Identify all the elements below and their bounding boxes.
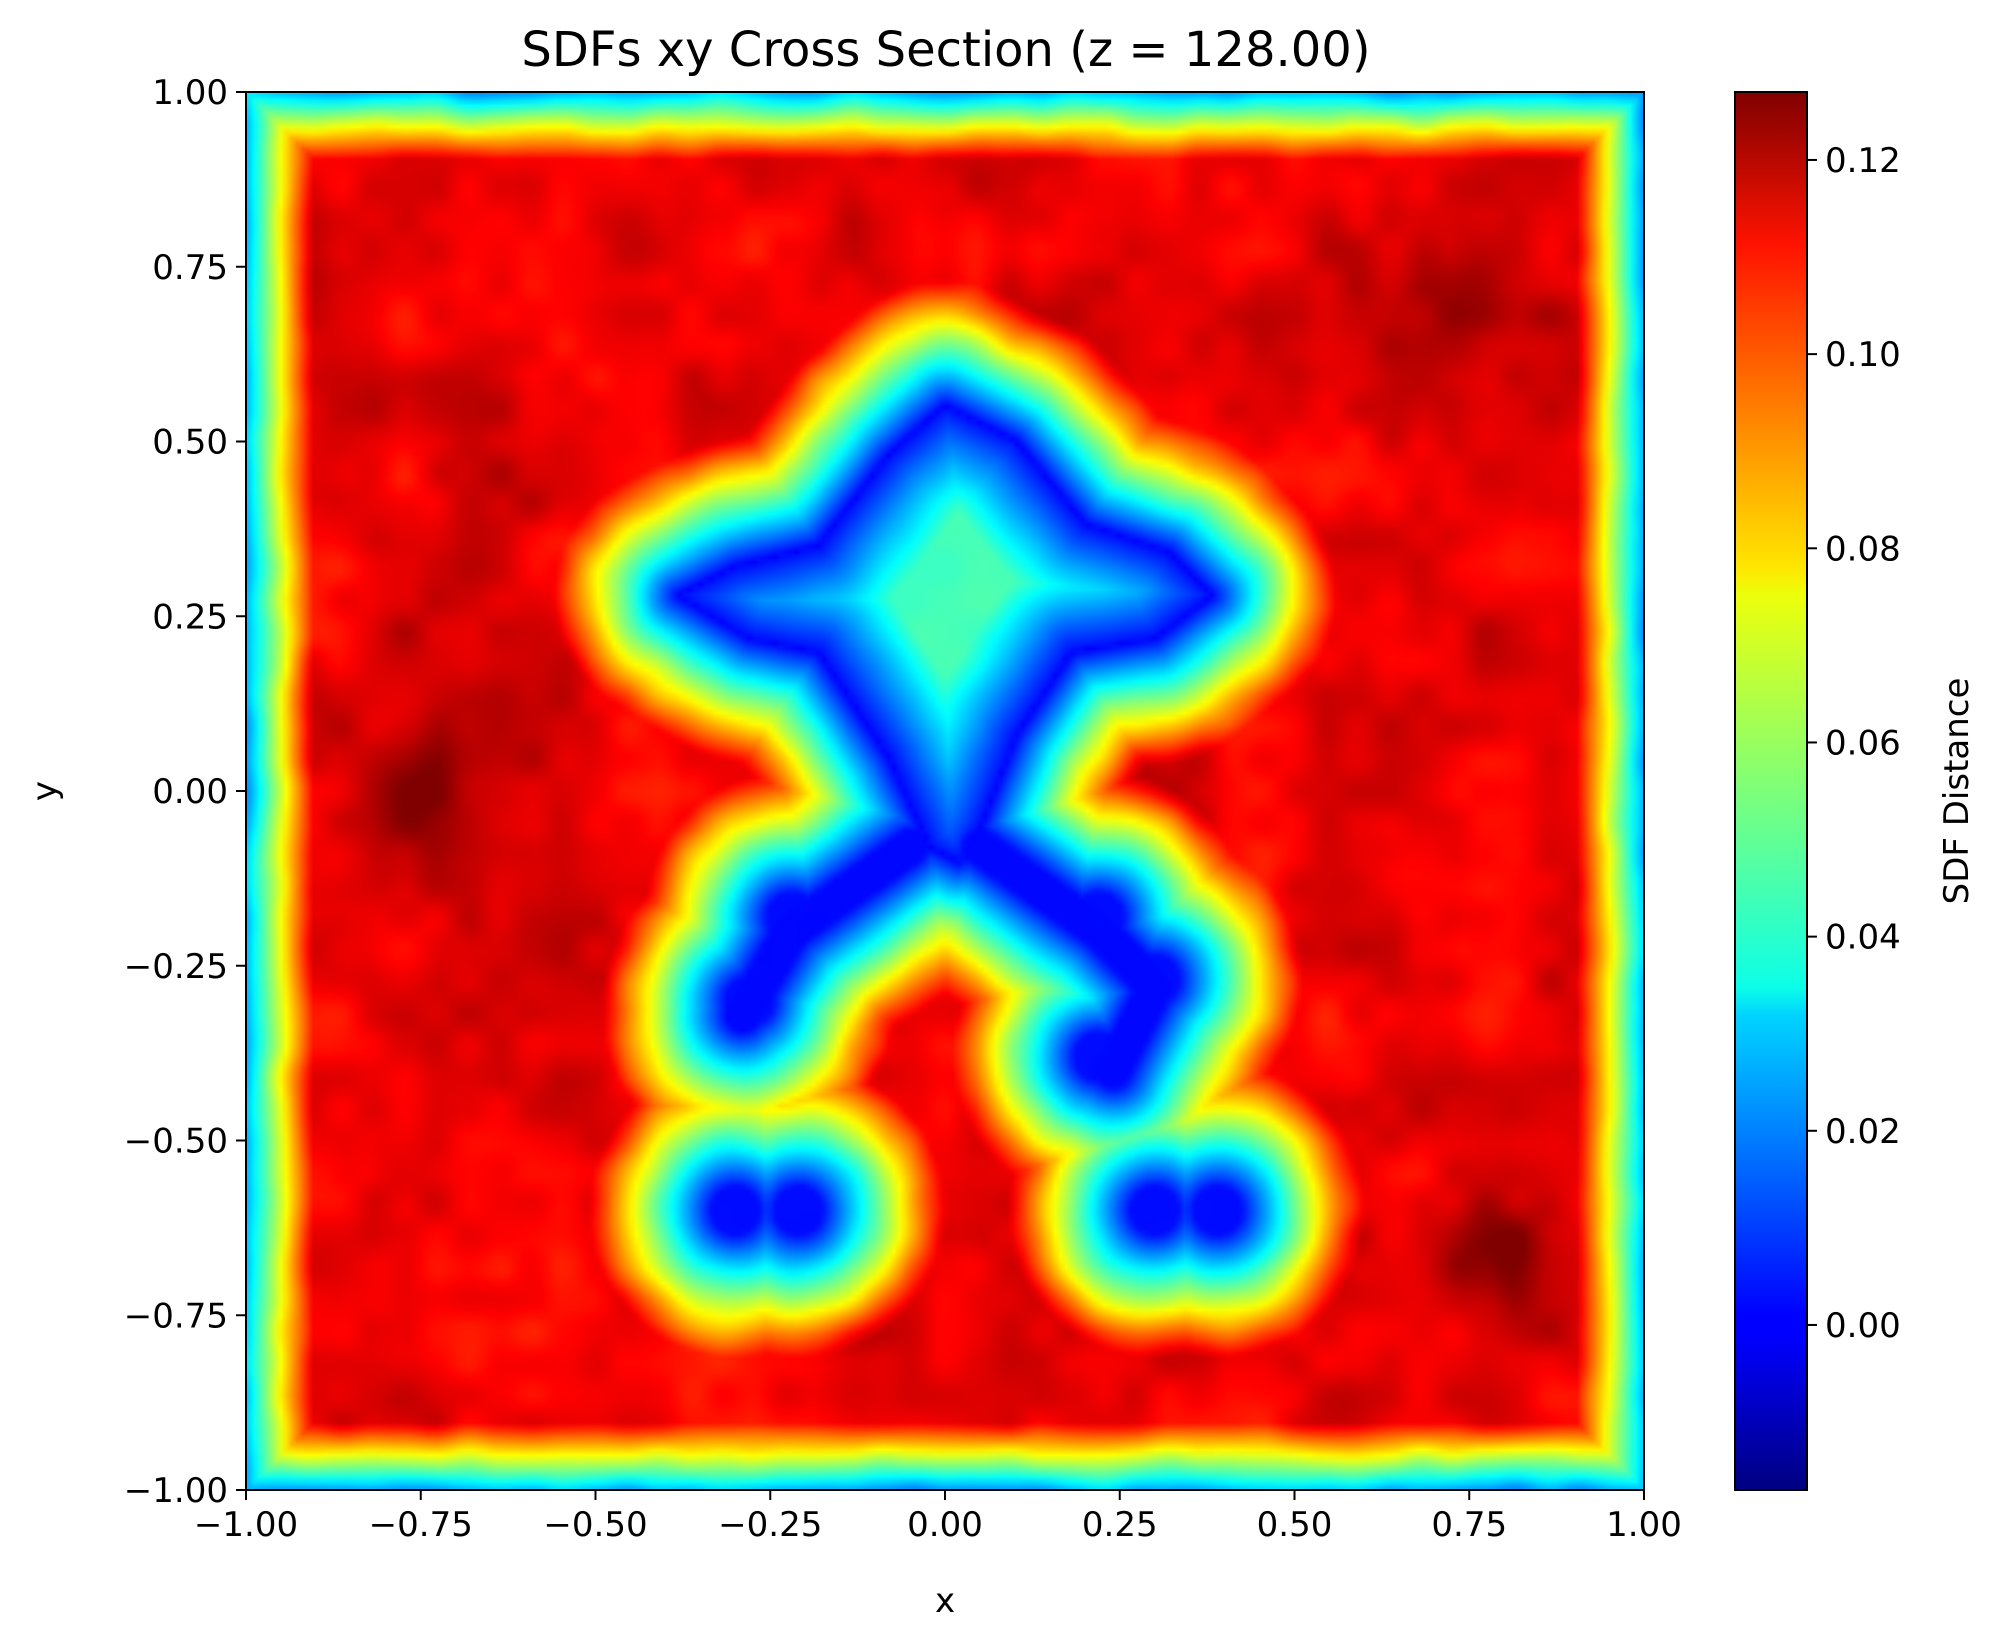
colorbar-tick-label: 0.10 [1825,335,1901,375]
y-tick-label: −0.25 [124,947,228,987]
colorbar-tick-label: 0.00 [1825,1306,1901,1346]
x-axis-label: x [935,1581,955,1621]
x-tick-label: 0.25 [1082,1505,1158,1545]
chart-title-area: SDFs xy Cross Section (z = 128.00) [246,22,1646,82]
x-tick-label: −0.50 [543,1505,647,1545]
x-tick-label: 0.50 [1257,1505,1333,1545]
y-axis: −1.00 −0.75 −0.50 −0.25 0.00 0.25 0.50 0.75 1.00 [124,73,246,1511]
colorbar-tick-label: 0.04 [1825,918,1901,958]
y-tick-label: −0.50 [124,1122,228,1162]
y-tick-label: 0.50 [152,423,228,463]
x-tick-label: 0.00 [907,1505,983,1545]
y-tick-label: 0.75 [152,248,228,288]
x-tick-label: 1.00 [1606,1505,1682,1545]
colorbar-tick-label: 0.12 [1825,141,1901,181]
colorbar-tick-label: 0.02 [1825,1112,1901,1152]
y-tick-label: −1.00 [124,1471,228,1511]
x-tick-label: −1.00 [194,1505,298,1545]
colorbar-tick-label: 0.06 [1825,723,1901,763]
y-tick-label: 0.25 [152,597,228,637]
sdf-heatmap-image [246,92,1644,1490]
x-tick-label: −0.25 [718,1505,822,1545]
y-tick-label: −0.75 [124,1296,228,1336]
colorbar-gradient [1734,91,1808,1491]
x-tick-label: 0.75 [1431,1505,1507,1545]
colorbar-label: SDF Distance [1937,678,1977,905]
heatmap [246,92,1644,1490]
y-tick-label: 0.00 [152,772,228,812]
y-tick-label: 1.00 [152,73,228,113]
x-axis: −1.00 −0.75 −0.50 −0.25 0.00 0.25 0.50 0.75 1.00 [194,1490,1682,1545]
colorbar: 0.00 0.02 0.04 0.06 0.08 0.10 0.12 SDF Distanc… [1734,91,1977,1491]
colorbar-tick-label: 0.08 [1825,529,1901,569]
colorbar-ticks: 0.00 0.02 0.04 0.06 0.08 0.10 0.12 [1807,141,1901,1346]
x-tick-label: −0.75 [369,1505,473,1545]
chart-title: SDFs xy Cross Section (z = 128.00) [521,22,1371,78]
y-axis-label: y [25,781,65,801]
